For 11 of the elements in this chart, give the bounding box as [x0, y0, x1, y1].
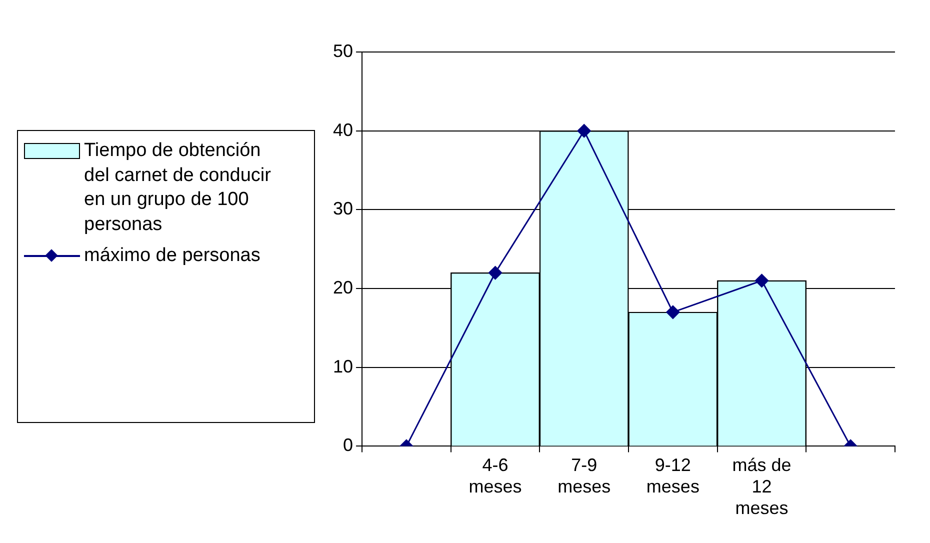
y-tick-label: 10 [332, 356, 354, 376]
y-tick-label: 0 [343, 435, 354, 456]
y-tick-label: 30 [332, 198, 354, 219]
x-tick-label: 9-12 meses [646, 454, 700, 497]
y-tick-label: 20 [332, 277, 354, 298]
x-tick-label: 7-9 meses [558, 454, 611, 497]
x-tick-label: más de 12 meses [732, 454, 792, 518]
x-tick-label: 4-6 meses [468, 454, 522, 497]
y-tick-label: 40 [332, 120, 354, 140]
y-tick-label: 50 [332, 40, 354, 61]
legend-label: máximo de personas [84, 244, 260, 268]
